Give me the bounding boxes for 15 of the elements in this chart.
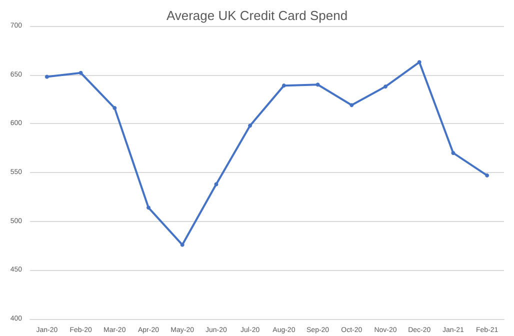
point — [451, 150, 456, 155]
point — [180, 242, 184, 247]
point — [248, 124, 252, 128]
point — [214, 182, 218, 186]
chart-title: Average UK Credit Card Spend — [166, 8, 348, 23]
point — [417, 60, 422, 64]
point — [146, 206, 150, 210]
point — [282, 84, 286, 88]
point — [78, 70, 83, 75]
point — [485, 173, 490, 178]
point — [384, 84, 388, 89]
point — [44, 74, 49, 79]
point — [112, 106, 117, 110]
point — [350, 103, 354, 108]
point — [316, 82, 320, 87]
